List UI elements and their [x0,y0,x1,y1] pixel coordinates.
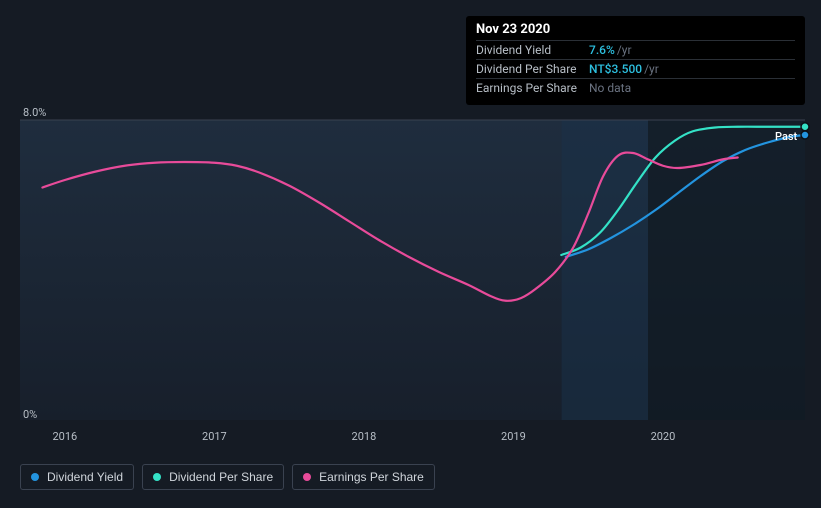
tooltip-row-label: Earnings Per Share [476,81,589,95]
legend-item-label: Earnings Per Share [319,470,424,484]
tooltip-row-value: NT$3.500 [589,62,642,76]
tooltip-row-unit: /yr [617,43,632,57]
tooltip-date: Nov 23 2020 [476,22,795,40]
legend-dot-icon [153,473,161,481]
y-axis-label: 0% [23,408,37,421]
legend-item[interactable]: Dividend Per Share [142,464,284,490]
tooltip-row: Earnings Per ShareNo data [476,78,795,97]
x-axis-label: 2017 [202,430,227,443]
hover-tooltip: Nov 23 2020 Dividend Yield7.6% /yrDivide… [466,16,805,105]
tooltip-row-nodata: No data [589,81,631,95]
x-axis-label: 2016 [52,430,77,443]
legend-item[interactable]: Dividend Yield [20,464,134,490]
legend-dot-icon [31,473,39,481]
x-axis-label: 2018 [352,430,377,443]
tooltip-row-value: 7.6% [589,43,615,57]
legend-dot-icon [303,473,311,481]
chart-legend: Dividend Yield Dividend Per Share Earnings… [20,464,435,490]
legend-item-label: Dividend Yield [47,470,123,484]
legend-item-label: Dividend Per Share [169,470,273,484]
tooltip-row-unit: /yr [644,62,659,76]
y-axis-label: 8.0% [23,106,46,119]
x-axis-label: 2020 [651,430,676,443]
tooltip-row: Dividend Yield7.6% /yr [476,40,795,59]
x-axis-label: 2019 [501,430,526,443]
tooltip-row: Dividend Per ShareNT$3.500 /yr [476,59,795,78]
past-label: Past [775,130,797,143]
legend-item[interactable]: Earnings Per Share [292,464,435,490]
tooltip-row-label: Dividend Yield [476,43,589,57]
tooltip-row-label: Dividend Per Share [476,62,589,76]
